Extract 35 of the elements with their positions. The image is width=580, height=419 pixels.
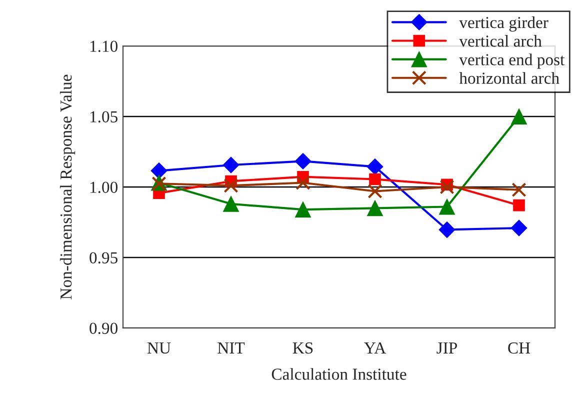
point	[223, 196, 239, 212]
x-tick-label: KS	[292, 342, 313, 354]
point	[439, 198, 455, 215]
x-tick-label: CH	[508, 342, 530, 354]
x-tick-label: YA	[364, 342, 386, 354]
y-tick-label: 0.90	[90, 322, 118, 334]
point	[295, 202, 311, 218]
legend-label: vertica end post	[459, 54, 565, 69]
point	[511, 108, 527, 124]
point	[294, 152, 312, 170]
legend-label: horizontal arch	[459, 72, 560, 84]
point	[369, 173, 381, 186]
point	[513, 199, 525, 212]
point	[224, 178, 238, 193]
point	[512, 182, 526, 198]
point	[150, 162, 168, 179]
x-tick-label: NIT	[218, 342, 245, 354]
point	[510, 220, 528, 236]
y-axis-title: Non-dimensional Response Value	[60, 74, 76, 300]
point	[367, 200, 383, 216]
y-tick-label: 1.10	[90, 40, 118, 52]
y-tick-label: 0.95	[90, 252, 118, 264]
point	[368, 184, 382, 199]
x-tick-label: NU	[147, 342, 171, 354]
point	[222, 156, 240, 174]
point	[438, 222, 456, 238]
y-tick-label: 1.00	[90, 182, 118, 194]
point	[296, 175, 310, 190]
x-axis-title: Calculation Institute	[272, 368, 406, 380]
x-tick-label: JIP	[436, 342, 457, 354]
point	[366, 158, 384, 175]
legend-label: vertica girder	[459, 16, 548, 32]
legend-label: vertical arch	[459, 35, 542, 47]
y-tick-label: 1.05	[90, 111, 118, 123]
point	[440, 180, 454, 194]
